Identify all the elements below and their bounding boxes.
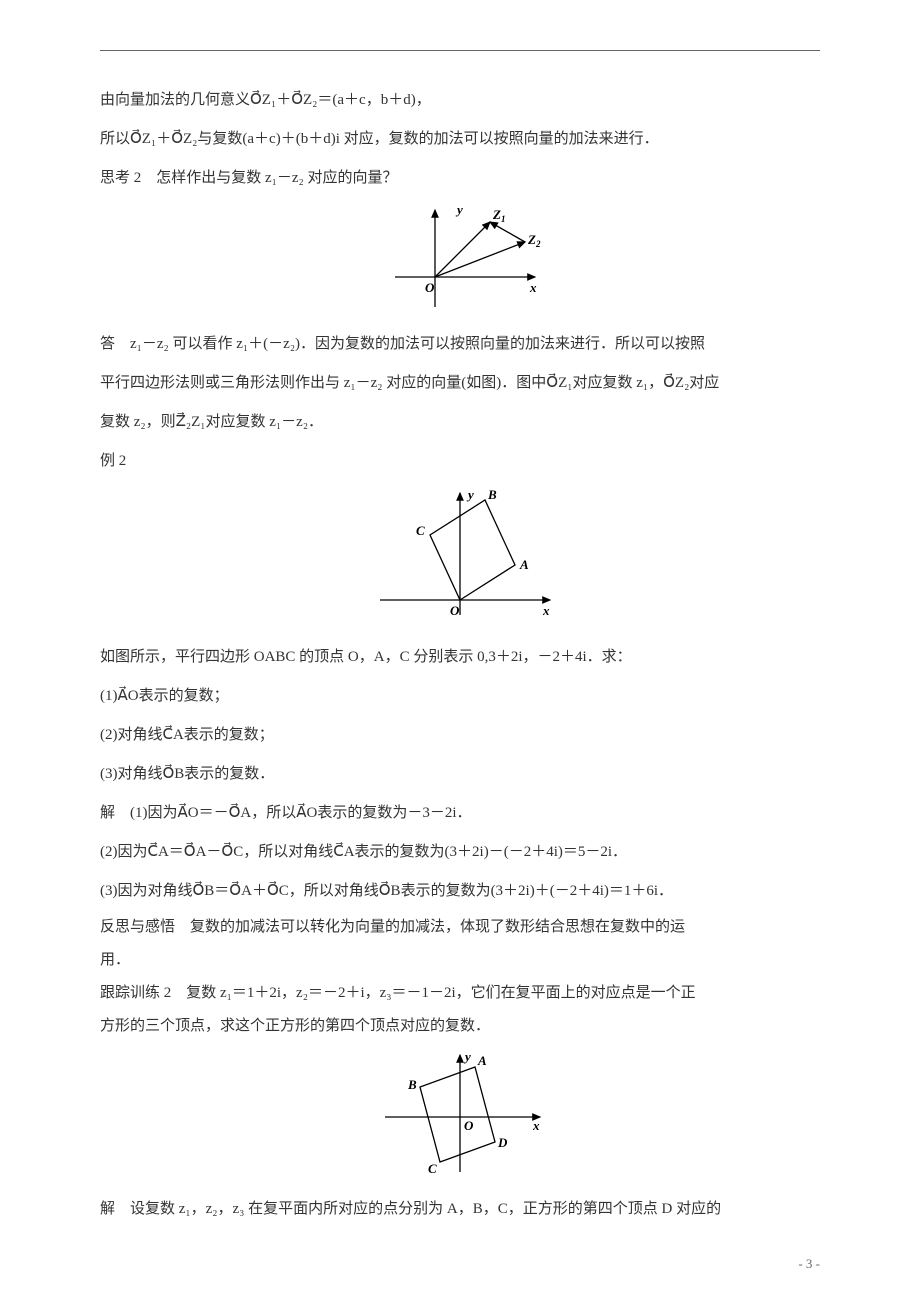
text-line: 由向量加法的几何意义O⃗Z₁＋O⃗Z₂＝(a＋c，b＋d)， (100, 81, 820, 120)
svg-text:x: x (529, 280, 537, 295)
svg-text:B: B (487, 487, 497, 502)
page: 由向量加法的几何意义O⃗Z₁＋O⃗Z₂＝(a＋c，b＋d)， 所以O⃗Z₁＋O⃗… (0, 0, 920, 1302)
text-line: 跟踪训练 2 复数 z₁＝1＋2i，z₂＝－2＋i，z₃＝－1－2i，它们在复平… (100, 977, 820, 1010)
svg-text:A: A (477, 1053, 487, 1068)
text-line: 解 设复数 z₁，z₂，z₃ 在复平面内所对应的点分别为 A，B，C，正方形的第… (100, 1190, 820, 1229)
text-line: 解 (1)因为A⃗O＝－O⃗A，所以A⃗O表示的复数为－3－2i． (100, 794, 820, 833)
figure-parallelogram-oabc: O A B C y x (100, 485, 820, 630)
text-line: 反思与感悟 复数的加减法可以转化为向量的加减法，体现了数形结合思想在复数中的运 (100, 911, 820, 944)
svg-text:O: O (450, 603, 460, 618)
fig2-svg: O A B C y x (360, 485, 560, 625)
svg-text:O: O (425, 280, 435, 295)
svg-text:C: C (416, 523, 425, 538)
text-line: (3)因为对角线O⃗B＝O⃗A＋O⃗C，所以对角线O⃗B表示的复数为(3＋2i)… (100, 872, 820, 911)
svg-text:Z1: Z1 (492, 207, 505, 224)
svg-text:x: x (532, 1118, 540, 1133)
svg-text:y: y (466, 487, 474, 502)
fig1-svg: O y x Z1 Z2 (375, 202, 545, 312)
text-line: 用． (100, 944, 820, 977)
text-line: (2)对角线C⃗A表示的复数； (100, 716, 820, 755)
svg-text:B: B (407, 1077, 417, 1092)
text-line: 所以O⃗Z₁＋O⃗Z₂与复数(a＋c)＋(b＋d)i 对应，复数的加法可以按照向… (100, 120, 820, 159)
text-line: 思考 2 怎样作出与复数 z₁－z₂ 对应的向量？ (100, 159, 820, 198)
text-line: 答 z₁－z₂ 可以看作 z₁＋(－z₂)．因为复数的加法可以按照向量的加法来进… (100, 325, 820, 364)
svg-text:D: D (497, 1135, 508, 1150)
svg-text:Z2: Z2 (527, 232, 541, 249)
top-rule (100, 50, 820, 51)
svg-text:O: O (464, 1118, 474, 1133)
figure-square-abcd: A B C D O y x (100, 1047, 820, 1182)
page-number: - 3 - (798, 1256, 820, 1272)
text-line: 例 2 (100, 442, 820, 481)
svg-text:x: x (542, 603, 550, 618)
svg-text:y: y (455, 202, 463, 217)
text-line: 如图所示，平行四边形 OABC 的顶点 O，A，C 分别表示 0,3＋2i，－2… (100, 638, 820, 677)
svg-text:C: C (428, 1161, 437, 1176)
text-line: 方形的三个顶点，求这个正方形的第四个顶点对应的复数． (100, 1010, 820, 1043)
svg-text:A: A (519, 557, 529, 572)
figure-vectors-z1z2: O y x Z1 Z2 (100, 202, 820, 317)
fig3-svg: A B C D O y x (370, 1047, 550, 1177)
text-line: 复数 z₂，则Z⃗₂Z₁对应复数 z₁－z₂． (100, 403, 820, 442)
text-line: (3)对角线O⃗B表示的复数． (100, 755, 820, 794)
text-line: 平行四边形法则或三角形法则作出与 z₁－z₂ 对应的向量(如图)．图中O⃗Z₁对… (100, 364, 820, 403)
text-line: (1)A⃗O表示的复数； (100, 677, 820, 716)
text-line: (2)因为C⃗A＝O⃗A－O⃗C，所以对角线C⃗A表示的复数为(3＋2i)－(－… (100, 833, 820, 872)
svg-text:y: y (463, 1049, 471, 1064)
